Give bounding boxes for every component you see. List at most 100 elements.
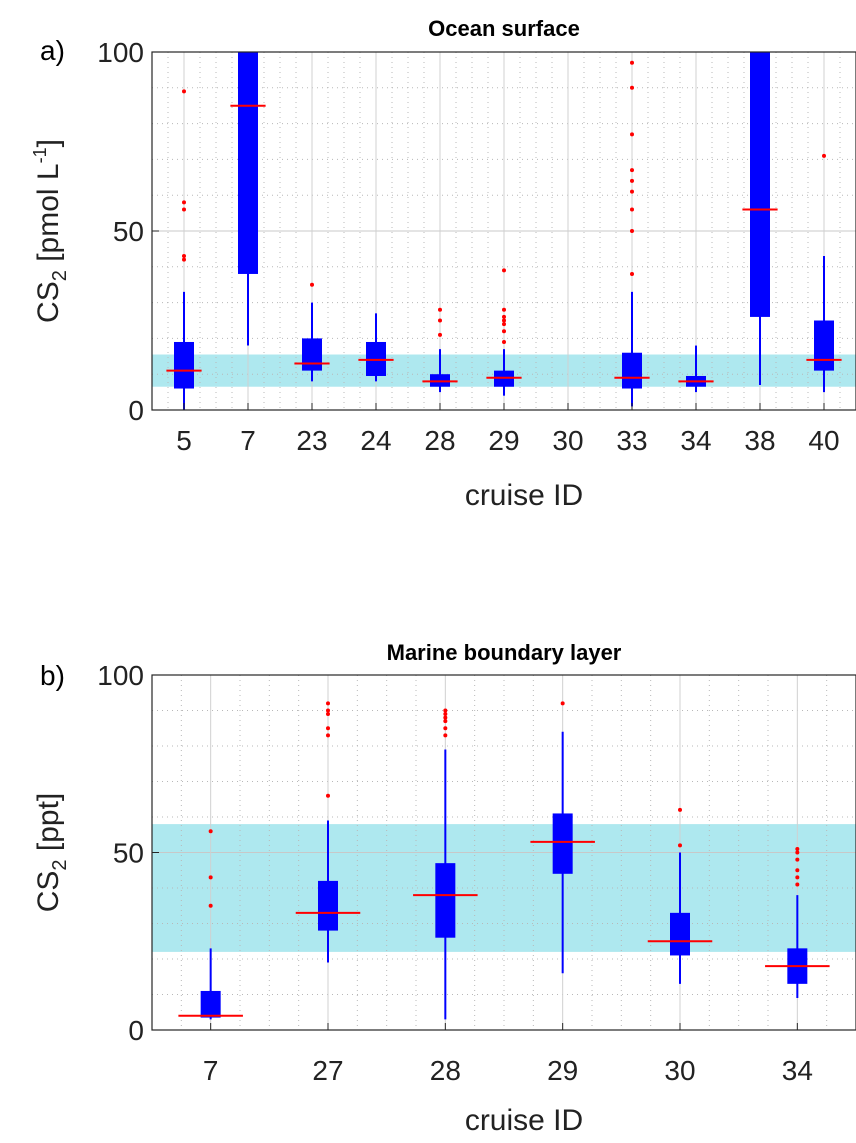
y-axis-label-part: 2 [49,270,71,281]
y-axis-label-part: CS [32,281,65,323]
outlier-5 [182,200,186,205]
outlier-28 [443,712,448,717]
box-27 [318,880,338,931]
y-tick-label: 100 [97,37,144,68]
outlier-5 [182,89,186,94]
x-tick-label: 30 [552,425,583,456]
box-28 [435,863,456,938]
outlier-34 [795,875,800,880]
y-axis-label-part: [ppt] [32,793,65,860]
outlier-7 [208,829,213,834]
x-tick-label: 7 [203,1055,219,1086]
box-33 [622,352,642,389]
outlier-33 [630,207,634,212]
x-tick-label: 5 [176,425,192,456]
chart-panel-1: 0 50 100 5 7 23 24 28 29 30 33 34 38 40 Ocean surface a… [30,16,856,512]
outlier-7 [208,875,213,880]
x-tick-label: 30 [664,1055,695,1086]
x-tick-label: 28 [430,1055,461,1086]
y-tick-label: 0 [128,395,144,426]
y-axis-label: CS2 [pmol L-1] [30,139,71,323]
outlier-34 [795,868,800,873]
y-axis-label-part: -1 [30,147,50,163]
outlier-29 [502,329,506,334]
outlier-33 [630,189,634,194]
outlier-29 [560,701,565,706]
outlier-28 [438,307,442,312]
y-tick-label: 50 [113,216,144,247]
y-axis-label-part: 2 [49,859,71,870]
x-tick-label: 33 [616,425,647,456]
outlier-29 [502,339,506,344]
outlier-28 [443,719,448,724]
outlier-29 [502,314,506,319]
x-tick-label: 7 [240,425,256,456]
chart-title: Marine boundary layer [387,640,622,665]
outlier-28 [443,726,448,731]
outlier-27 [326,733,330,738]
y-axis-label: CS2 [ppt] [32,793,71,913]
chart-title: Ocean surface [428,16,580,41]
outlier-30 [678,843,682,848]
box-30 [670,912,690,956]
panel-label: b) [40,660,65,691]
outlier-5 [182,207,186,212]
outlier-27 [326,708,330,713]
outlier-29 [502,268,506,273]
outlier-34 [795,857,800,862]
x-tick-label: 29 [488,425,519,456]
box-40 [814,320,834,371]
x-tick-label: 38 [744,425,775,456]
outlier-5 [182,254,186,259]
outlier-29 [502,322,506,327]
outlier-28 [443,733,448,738]
outlier-30 [678,807,682,812]
outlier-33 [630,132,634,137]
outlier-27 [326,701,330,706]
outlier-5 [182,257,186,262]
outlier-34 [795,850,800,855]
y-tick-label: 50 [113,838,144,869]
outlier-29 [502,307,506,312]
x-tick-label: 27 [312,1055,343,1086]
box-5 [174,341,194,389]
box-29 [552,813,573,874]
x-tick-label: 34 [782,1055,813,1086]
y-axis-label-part: [pmol L [32,163,65,270]
outlier-27 [326,726,330,731]
x-tick-label: 29 [547,1055,578,1086]
y-axis-label-part: ] [32,139,65,147]
y-tick-label: 100 [97,660,144,691]
box-7 [238,52,258,274]
outlier-28 [438,318,442,323]
outlier-28 [443,708,448,713]
outlier-40 [822,153,826,158]
x-tick-label: 24 [360,425,391,456]
outlier-33 [630,229,634,233]
outlier-28 [443,715,448,720]
box-38 [750,52,770,317]
chart-panel-2: 0 50 100 7 27 28 29 30 34 Marine boundary layer b)… [32,640,856,1137]
x-axis-label: cruise ID [465,1104,583,1137]
x-axis-label: cruise ID [465,479,583,512]
outlier-34 [795,882,800,887]
box-7 [200,990,221,1018]
outlier-33 [630,271,634,276]
x-tick-label: 34 [680,425,711,456]
outlier-33 [630,168,634,173]
box-23 [302,338,322,371]
outlier-23 [310,282,314,287]
outlier-29 [502,318,506,323]
outlier-27 [326,793,330,798]
y-tick-label: 0 [128,1015,144,1046]
outlier-28 [438,332,442,337]
outlier-27 [326,712,330,717]
outlier-33 [630,60,634,65]
outlier-33 [630,178,634,183]
outlier-34 [795,846,800,851]
x-tick-label: 40 [808,425,839,456]
outlier-33 [630,85,634,90]
outlier-7 [208,903,213,908]
